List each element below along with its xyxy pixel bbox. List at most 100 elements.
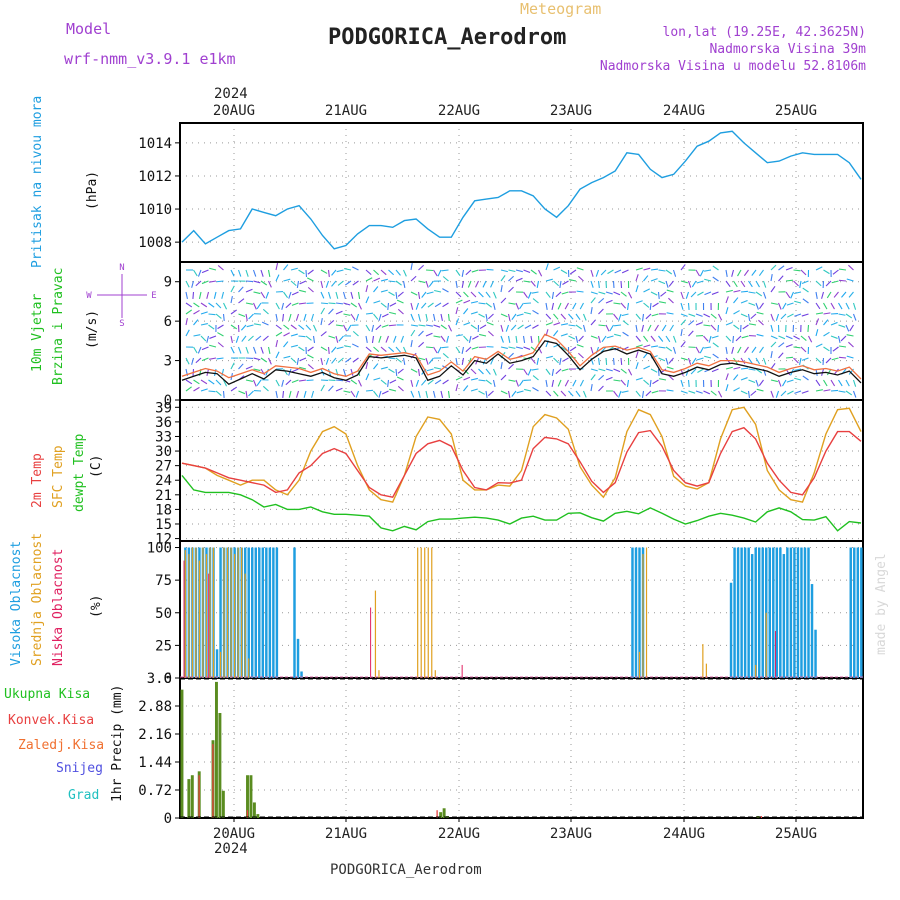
wind-arrow [545,390,552,397]
wind-arrow [695,346,700,354]
temp-unit: (C) [89,455,104,478]
wind-arrow [742,324,749,330]
wind-arrow [478,368,484,375]
wind-arrow [378,335,382,343]
wind-arrow [418,324,426,327]
wind-arrow [832,346,839,352]
wind-arrow [778,335,786,340]
mid-cloud-bar [638,651,641,678]
wind-arrow [193,319,199,326]
wind-arrow [607,269,614,275]
y-tick-label: 12 [155,532,172,548]
wind-arrow [848,291,854,298]
wind-arrow [193,346,198,354]
wind-arrow [441,346,449,349]
wind-arrow [523,280,531,283]
wind-arrow [561,368,569,372]
wind-arrow [600,269,607,276]
wind-arrow [645,313,652,320]
wind-arrow [545,355,553,359]
x-tick-label-bottom: 25AUG [775,826,817,842]
wind-arrow [740,377,748,381]
wind-arrow [482,280,487,288]
wind-arrow [516,390,524,394]
page-title: PODGORICA_Aerodrom [328,25,566,50]
wind-arrow [800,346,807,353]
wind-arrow [658,269,666,272]
wind-arrow [643,302,650,308]
wind-arrow [775,313,780,321]
wind-arrow [508,286,514,293]
wind-arrow [385,335,390,343]
wind-arrow [275,263,279,271]
wind-arrow [381,313,389,318]
wind-arrow [335,335,339,343]
high-cloud-bar [265,547,268,678]
wind-arrow [665,280,669,288]
wind-arrow [666,289,674,293]
high-cloud-bar [796,547,800,678]
wind-arrow [500,346,508,350]
wind-arrow [737,346,742,354]
wind-arrow [725,307,729,315]
wind-arrow [652,302,659,308]
wind-arrow [770,274,773,282]
wind-arrow [298,324,305,330]
wind-arrow [751,269,757,276]
wind-arrow [532,298,539,304]
wind-arrow [710,390,717,396]
wind-arrow [303,390,307,398]
wind-arrow [380,269,387,276]
mid-cloud-bar [434,670,436,678]
wind-arrow [590,346,594,354]
wind-arrow [352,280,359,286]
wind-arrow [425,357,429,365]
wind-arrow [344,280,352,286]
wind-arrow [553,357,559,364]
wind-arrow [485,368,491,375]
wind-arrow [197,346,202,354]
wind-arrow [490,357,495,365]
wind-arrow [665,357,669,365]
plot-layer: 1008101010121014036912151821242730333639… [138,103,864,842]
wind-arrow [582,324,586,332]
y-tick-label: 1014 [138,136,172,152]
wind-arrow [801,280,809,285]
wind-arrow [680,341,686,348]
wind-arrow [260,357,268,363]
wind-arrow [442,276,449,282]
wind-arrow [428,357,434,364]
wind-arrow [256,302,262,310]
wind-arrow [538,269,543,277]
wind-arrow [337,280,344,286]
wind-arrow [200,388,208,392]
wind-arrow [325,280,330,288]
wind-arrow [668,374,674,381]
wind-arrow [344,268,352,271]
wind-arrow [740,367,749,370]
mid-cloud-bar [645,547,648,678]
wind-arrow [410,275,417,282]
wind-arrow [291,368,299,373]
wind-arrow [823,331,830,337]
wind-arrow [710,313,717,319]
wind-arrow [285,302,292,309]
wind-arrow [185,280,190,288]
wind-arrow [598,385,604,392]
wind-arrow [346,324,352,332]
mid-cloud-bar [191,547,193,678]
wind-arrow [680,329,683,337]
wind-arrow [635,335,641,342]
wind-arrow [230,296,233,304]
wind-arrow [478,313,485,318]
wind-arrow [295,390,300,398]
wind-arrow [747,313,751,321]
wind-arrow [262,335,269,341]
wind-arrow [410,340,413,348]
wind-arrow [223,302,228,310]
wind-arrow [463,308,469,315]
wind-arrow [545,321,553,326]
wind-arrow [838,268,847,271]
high-cloud-bar [747,547,750,678]
wind-arrow [821,291,825,299]
